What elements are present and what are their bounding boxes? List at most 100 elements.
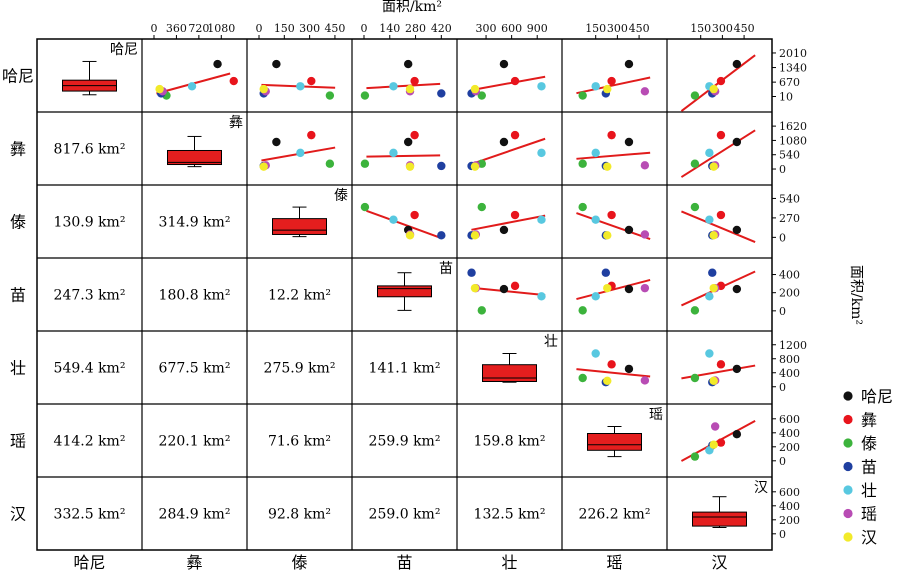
scatter-point	[591, 82, 600, 91]
regression-line	[576, 368, 651, 378]
distance-label: 71.6 km²	[268, 434, 331, 450]
scatter-point	[410, 130, 419, 140]
legend-item: 傣	[843, 434, 877, 453]
scatter-point	[732, 59, 742, 69]
legend-label: 瑶	[861, 505, 877, 524]
distance-values: 817.6 km² 130.9 km² 314.9 km² 247.3 km² 180.…	[54, 142, 651, 523]
scatter-point	[578, 306, 587, 315]
scatter-point	[470, 283, 480, 293]
scatter-point	[477, 91, 486, 100]
right-tick-label: 0	[779, 455, 786, 468]
scatter-panel	[576, 268, 651, 315]
right-tick-label: 400	[779, 500, 800, 513]
boxplot: 彝	[167, 115, 243, 168]
distance-label: 92.8 km²	[268, 507, 331, 523]
scatter-point	[499, 59, 509, 69]
scatter-point	[296, 148, 305, 158]
boxplot: 汉	[692, 480, 768, 528]
top-tick-label: 150	[690, 22, 711, 35]
matrix-grid	[36, 38, 773, 551]
distance-label: 284.9 km²	[159, 507, 231, 523]
scatter-point	[624, 59, 634, 69]
scatter-point	[607, 360, 616, 369]
scatter-panel	[680, 420, 756, 462]
legend-marker	[843, 461, 853, 472]
scatter-point	[389, 82, 398, 91]
scatter-point	[155, 84, 164, 94]
regression-line	[681, 210, 756, 244]
scatter-point	[470, 231, 480, 240]
scatter-point	[213, 59, 222, 69]
right-tick-label: 0	[779, 528, 786, 541]
column-labels: 哈尼 彝 傣 苗 壮 瑶 汉	[73, 553, 727, 572]
scatter-panel	[681, 268, 756, 315]
top-tick-label: 360	[166, 22, 187, 35]
scatter-point	[307, 76, 316, 86]
boxplot-box	[587, 433, 642, 451]
scatter-panel	[467, 59, 546, 100]
scatter-point	[708, 268, 717, 277]
legend-item: 壮	[843, 481, 877, 500]
top-tick-label: 150	[585, 22, 606, 35]
scatter-point	[360, 91, 370, 100]
scatter-point	[591, 292, 600, 301]
distance-label: 141.1 km²	[369, 361, 441, 377]
legend-label: 汉	[861, 528, 877, 547]
right-tick-label: 1080	[779, 134, 807, 147]
scatter-point	[510, 281, 520, 291]
scatter-point	[709, 231, 718, 240]
scatter-point	[709, 162, 718, 171]
legend-label: 苗	[861, 458, 877, 477]
right-tick-label: 270	[779, 212, 800, 225]
scatter-point	[591, 148, 600, 158]
scatter-point	[499, 284, 509, 294]
scatter-point	[705, 215, 714, 224]
top-axis-title: 面积/km²	[382, 0, 442, 15]
row-label: 傣	[10, 213, 26, 232]
diagonal-group-label: 哈尼	[110, 42, 138, 58]
scatter-point	[187, 82, 197, 91]
distance-label: 314.9 km²	[159, 215, 231, 231]
column-label: 傣	[291, 553, 307, 572]
right-tick-label: 10	[779, 91, 793, 104]
scatter-point	[403, 137, 413, 147]
scatter-panel	[576, 202, 651, 241]
row-label: 瑶	[10, 432, 26, 451]
right-tick-label: 600	[779, 413, 800, 426]
top-tick-label: 140	[379, 22, 400, 35]
legend-marker	[843, 438, 853, 448]
boxplot-box	[482, 364, 537, 383]
scatter-point	[607, 130, 616, 140]
scatter-point	[537, 215, 546, 224]
scatter-point	[690, 452, 700, 461]
legend-label: 哈尼	[861, 387, 893, 406]
distance-label: 677.5 km²	[159, 361, 231, 377]
boxplot: 哈尼	[62, 42, 138, 96]
scatter-point	[705, 292, 714, 301]
scatter-point	[578, 373, 587, 383]
scatter-point	[272, 59, 281, 69]
distance-label: 259.0 km²	[369, 507, 441, 523]
scatter-point	[601, 268, 611, 277]
legend-item: 哈尼	[843, 387, 893, 406]
scatter-panel	[467, 130, 546, 171]
top-tick-label: 0	[361, 22, 368, 35]
scatter-point	[690, 373, 700, 383]
scatter-point	[732, 225, 742, 235]
scatter-point	[410, 210, 419, 220]
scatter-panel	[576, 59, 651, 100]
legend-label: 傣	[861, 434, 877, 453]
legend-marker	[843, 391, 853, 401]
diagonal-group-label: 苗	[439, 261, 453, 277]
top-tick-label: 720	[188, 22, 209, 35]
boxplot: 壮	[482, 334, 558, 383]
diagonal-group-label: 傣	[334, 188, 348, 204]
diagonal-group-label: 壮	[544, 334, 558, 350]
scatter-point	[640, 230, 650, 239]
row-label: 汉	[10, 505, 26, 524]
regression-line	[680, 129, 756, 178]
scatter-point	[405, 84, 415, 94]
